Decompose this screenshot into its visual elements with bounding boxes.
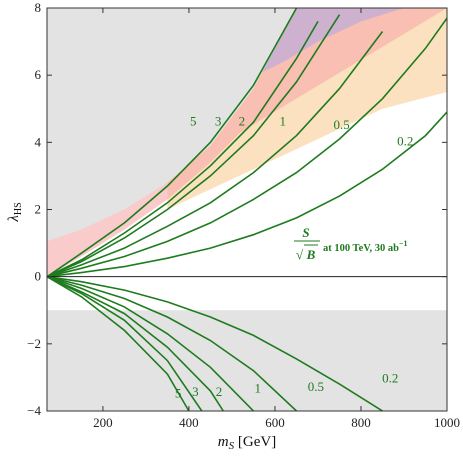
x-tick-label: 1000 [434,415,460,430]
excluded-region-lower [47,310,447,411]
x-axis-title: mS [GeV] [218,434,276,452]
y-tick-label: 0 [35,269,42,284]
contour-label-lower: 0.5 [308,379,324,394]
shaded-regions [47,8,447,411]
contour-label-upper: 0.5 [333,117,349,132]
y-tick-label: 6 [35,67,42,82]
y-tick-label: −2 [27,336,41,351]
contour-label-upper: 0.2 [397,134,413,149]
contour-upper-2 [47,14,341,278]
legend-sqrt-sign: √ [296,247,304,262]
contour-label-lower: 2 [216,384,223,399]
legend: S √ B at 100 TeV, 30 ab−1 [294,225,408,262]
contour-upper-1 [47,31,384,278]
contour-lower-2 [47,275,224,411]
legend-caption: at 100 TeV, 30 ab−1 [323,239,408,254]
contour-label-lower: 5 [175,386,182,401]
contour-lines [47,8,447,411]
contour-label-upper: 2 [239,114,246,129]
contour-upper-5 [47,8,298,278]
x-tick-label: 800 [351,415,371,430]
contour-lower-1 [47,275,255,411]
blue-band [249,8,447,79]
contour-label-upper: 5 [190,114,197,129]
contour-lower-3 [47,275,203,411]
excluded-region-upper-mask [47,8,297,242]
y-tick-label: 8 [35,0,42,15]
contour-label-upper: 1 [279,114,286,129]
legend-denominator: B [306,247,316,262]
contour-label-lower: 0.2 [382,370,398,385]
contour-lower-0.5 [47,275,298,411]
contour-upper-3 [47,20,319,278]
contour-upper-0.5 [47,17,447,278]
x-tick-label: 200 [93,415,113,430]
axis-ticks: 200 400 600 800 1000 −4 −2 0 2 4 6 8 [27,0,460,430]
contour-lower-0.2 [47,275,383,411]
y-tick-label: 2 [35,202,42,217]
contour-label-upper: 3 [215,114,222,129]
x-tick-label: 400 [179,415,199,430]
legend-numerator: S [302,225,309,240]
contour-label-lower: 1 [255,381,262,396]
contour-label-lower: 3 [192,384,199,399]
y-axis-title: λHS [6,202,24,222]
contour-upper-0.2 [47,111,447,278]
y-tick-label: 4 [35,134,42,149]
y-tick-label: −4 [27,403,41,418]
contour-lower-5 [47,276,190,411]
x-tick-label: 600 [265,415,285,430]
